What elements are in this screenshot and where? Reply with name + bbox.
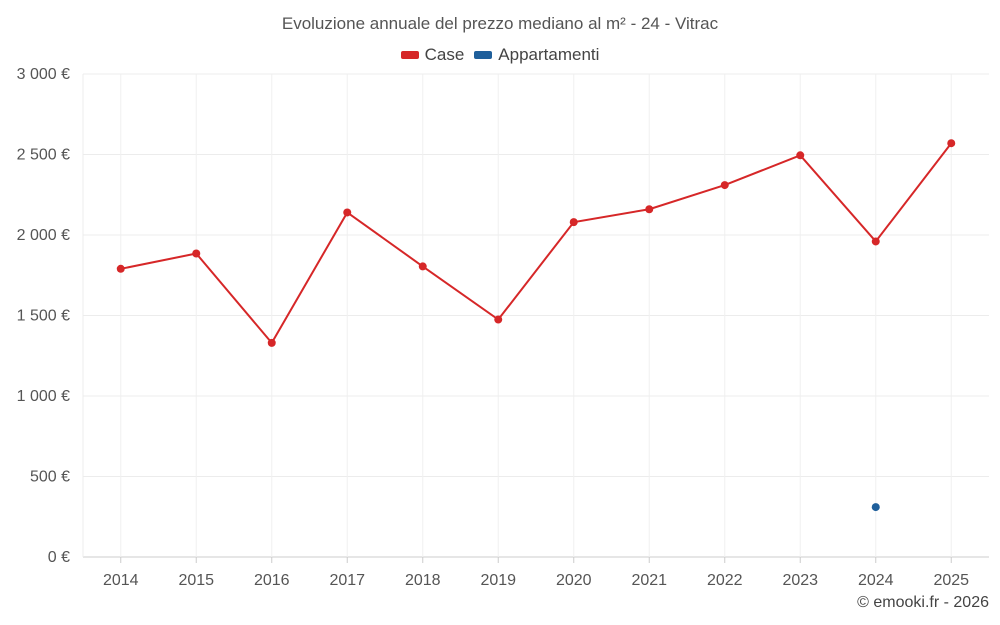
series-line-case bbox=[120, 142, 953, 345]
data-point-case-2016 bbox=[267, 338, 276, 347]
data-point-case-2020 bbox=[569, 218, 578, 227]
x-tick-label-10: 2024 bbox=[858, 572, 894, 589]
data-point-case-2015 bbox=[192, 249, 201, 258]
data-point-appartamenti-2024 bbox=[871, 503, 880, 512]
y-tick-label-6: 3 000 € bbox=[17, 66, 70, 83]
legend-label-case: Case bbox=[424, 45, 465, 64]
legend-item-case[interactable]: Case bbox=[400, 45, 465, 65]
x-tick-label-6: 2020 bbox=[556, 572, 592, 589]
x-tick-label-3: 2017 bbox=[329, 572, 365, 589]
data-point-case-2024 bbox=[871, 237, 880, 246]
x-tick-label-5: 2019 bbox=[480, 572, 516, 589]
legend-swatch-appartamenti bbox=[474, 51, 493, 59]
x-tick-label-4: 2018 bbox=[405, 572, 441, 589]
data-point-case-2018 bbox=[418, 262, 427, 271]
data-point-case-2025 bbox=[947, 139, 956, 148]
y-tick-label-2: 1 000 € bbox=[17, 388, 70, 405]
x-tick-label-1: 2015 bbox=[178, 572, 214, 589]
legend-label-appartamenti: Appartamenti bbox=[498, 45, 600, 64]
data-point-case-2023 bbox=[796, 151, 805, 160]
data-point-case-2014 bbox=[116, 264, 125, 273]
data-point-case-2019 bbox=[494, 315, 503, 324]
x-tick-label-0: 2014 bbox=[103, 572, 139, 589]
y-tick-label-5: 2 500 € bbox=[17, 147, 70, 164]
x-tick-label-2: 2016 bbox=[254, 572, 290, 589]
y-tick-label-1: 500 € bbox=[30, 469, 70, 486]
x-tick-label-7: 2021 bbox=[631, 572, 667, 589]
x-tick-label-8: 2022 bbox=[707, 572, 743, 589]
credit-text: © emooki.fr - 2026 bbox=[857, 594, 989, 611]
legend-item-appartamenti[interactable]: Appartamenti bbox=[474, 45, 599, 65]
chart-title: Evoluzione annuale del prezzo mediano al… bbox=[281, 14, 719, 33]
x-tick-label-9: 2023 bbox=[782, 572, 818, 589]
data-point-case-2022 bbox=[720, 181, 729, 190]
y-tick-label-4: 2 000 € bbox=[17, 227, 70, 244]
data-point-case-2017 bbox=[343, 208, 352, 217]
legend-swatch-case bbox=[400, 51, 419, 59]
y-tick-label-3: 1 500 € bbox=[17, 308, 70, 325]
x-tick-label-11: 2025 bbox=[933, 572, 969, 589]
legend: Case Appartamenti bbox=[0, 45, 1000, 65]
y-tick-label-0: 0 € bbox=[48, 549, 70, 566]
data-point-case-2021 bbox=[645, 205, 654, 214]
